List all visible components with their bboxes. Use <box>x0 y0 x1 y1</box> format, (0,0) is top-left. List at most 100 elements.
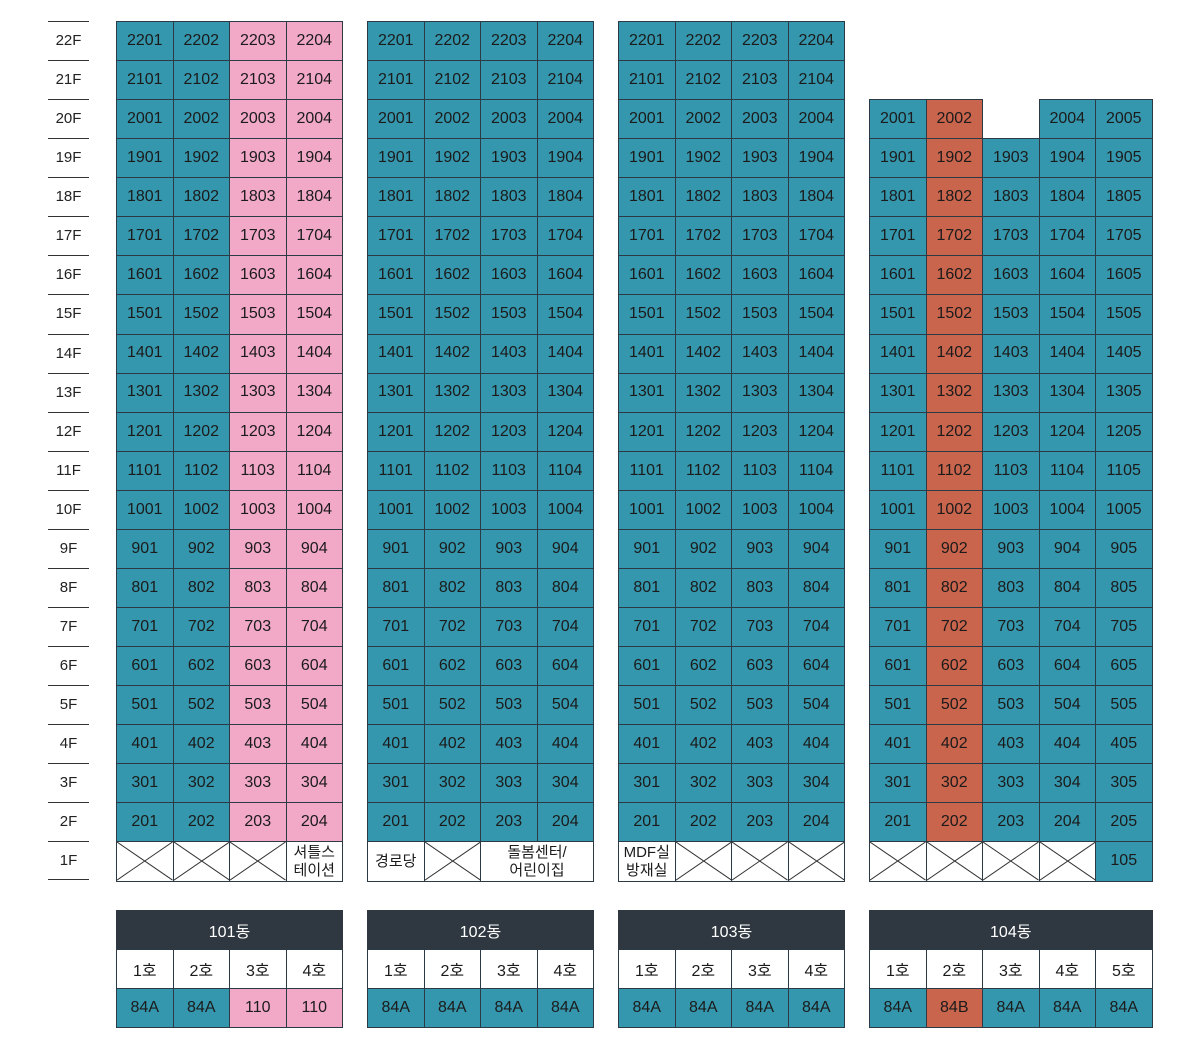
unit-cell: 1803 <box>229 177 287 218</box>
facility-label: 돌봄센터/어린이집 <box>480 841 594 882</box>
unit-cell: 804 <box>285 567 343 609</box>
unit-cell: 1201 <box>116 411 174 452</box>
unit-line-label: 3호 <box>229 949 287 989</box>
unit-cell: 603 <box>731 646 789 687</box>
unit-cell: 802 <box>423 567 481 609</box>
unit-line-label: 2호 <box>423 949 481 989</box>
unit-line-label: 2호 <box>172 949 230 989</box>
unit-cell: 1603 <box>731 255 789 296</box>
unit-cell: 1405 <box>1095 333 1153 374</box>
unit-cell: 2102 <box>172 60 230 101</box>
empty-ground-cell <box>925 841 983 882</box>
unit-cell: 1304 <box>1038 372 1096 413</box>
unit-cell: 2002 <box>674 99 732 140</box>
unit-cell: 1101 <box>367 450 425 491</box>
unit-cell: 1303 <box>229 372 287 413</box>
floor-label-21f: 21F <box>48 60 89 98</box>
unit-cell: 404 <box>1038 724 1096 765</box>
unit-cell: 705 <box>1095 607 1153 648</box>
unit-cell: 603 <box>982 646 1040 687</box>
unit-cell: 2001 <box>869 99 927 140</box>
unit-line-label: 4호 <box>536 949 594 989</box>
unit-cell: 1101 <box>869 450 927 491</box>
unit-cell: 902 <box>674 528 732 569</box>
unit-line-label: 1호 <box>367 949 425 989</box>
unit-cell: 1602 <box>423 255 481 296</box>
unit-cell: 403 <box>731 724 789 765</box>
unit-cell: 601 <box>367 646 425 687</box>
unit-cell: 304 <box>787 763 845 804</box>
unit-cell: 302 <box>423 763 481 804</box>
unit-cell: 1301 <box>116 372 174 413</box>
unit-cell: 901 <box>116 528 174 569</box>
unit-cell: 1401 <box>367 333 425 374</box>
unit-cell: 1204 <box>787 411 845 452</box>
unit-cell: 1701 <box>618 216 676 257</box>
floor-label-10f: 10F <box>48 489 89 528</box>
floor-label-5f: 5F <box>48 685 89 723</box>
floor-label-22f: 22F <box>48 21 89 59</box>
unit-cell: 503 <box>982 685 1040 726</box>
unit-cell: 1702 <box>172 216 230 257</box>
unit-cell: 2003 <box>480 99 538 140</box>
empty-ground-cell <box>731 841 789 882</box>
unit-cell: 203 <box>480 802 538 843</box>
unit-cell: 1201 <box>869 411 927 452</box>
unit-type-label: 84A <box>731 988 789 1028</box>
unit-cell: 2202 <box>423 21 481 62</box>
unit-cell: 1305 <box>1095 372 1153 413</box>
unit-cell: 1204 <box>536 411 594 452</box>
unit-cell: 1404 <box>787 333 845 374</box>
unit-cell: 1202 <box>925 411 983 452</box>
unit-cell: 1504 <box>285 294 343 335</box>
unit-cell: 1705 <box>1095 216 1153 257</box>
unit-cell: 1204 <box>1038 411 1096 452</box>
building-name: 102동 <box>367 910 594 949</box>
unit-cell: 1504 <box>1038 294 1096 335</box>
unit-cell: 502 <box>674 685 732 726</box>
unit-type-label: 110 <box>229 988 287 1028</box>
unit-cell: 903 <box>731 528 789 569</box>
unit-cell: 1103 <box>229 450 287 491</box>
unit-cell: 404 <box>787 724 845 765</box>
unit-type-label: 84A <box>536 988 594 1028</box>
unit-cell: 1803 <box>731 177 789 218</box>
unit-cell: 1001 <box>116 489 174 530</box>
unit-cell: 1403 <box>982 333 1040 374</box>
unit-cell: 2203 <box>229 21 287 62</box>
unit-cell: 1401 <box>116 333 174 374</box>
unit-cell: 1904 <box>1038 138 1096 179</box>
unit-cell: 1804 <box>1038 177 1096 218</box>
unit-cell: 1403 <box>480 333 538 374</box>
unit-cell: 2103 <box>229 60 287 101</box>
unit-cell: 2002 <box>423 99 481 140</box>
unit-cell: 1104 <box>1038 450 1096 491</box>
unit-cell: 1001 <box>367 489 425 530</box>
unit-cell: 2004 <box>285 99 343 140</box>
unit-cell: 1303 <box>480 372 538 413</box>
unit-cell: 601 <box>869 646 927 687</box>
unit-cell: 1205 <box>1095 411 1153 452</box>
unit-cell: 1601 <box>116 255 174 296</box>
unit-cell: 2002 <box>925 99 983 140</box>
unit-cell: 1905 <box>1095 138 1153 179</box>
unit-cell: 1403 <box>731 333 789 374</box>
unit-cell: 902 <box>925 528 983 569</box>
unit-cell: 303 <box>731 763 789 804</box>
unit-cell: 1004 <box>285 489 343 530</box>
unit-cell: 1402 <box>172 333 230 374</box>
floor-label-12f: 12F <box>48 411 89 450</box>
unit-cell: 302 <box>925 763 983 804</box>
unit-cell: 1804 <box>285 177 343 218</box>
unit-cell: 1502 <box>925 294 983 335</box>
unit-line-label: 1호 <box>116 949 174 989</box>
unit-cell: 402 <box>172 724 230 765</box>
unit-line-label: 4호 <box>1038 949 1096 989</box>
unit-cell: 1902 <box>172 138 230 179</box>
unit-cell: 801 <box>618 567 676 609</box>
unit-cell: 1404 <box>285 333 343 374</box>
unit-type-label: 84A <box>982 988 1040 1028</box>
building-name: 101동 <box>116 910 343 949</box>
unit-cell: 1703 <box>982 216 1040 257</box>
unit-cell: 1901 <box>116 138 174 179</box>
